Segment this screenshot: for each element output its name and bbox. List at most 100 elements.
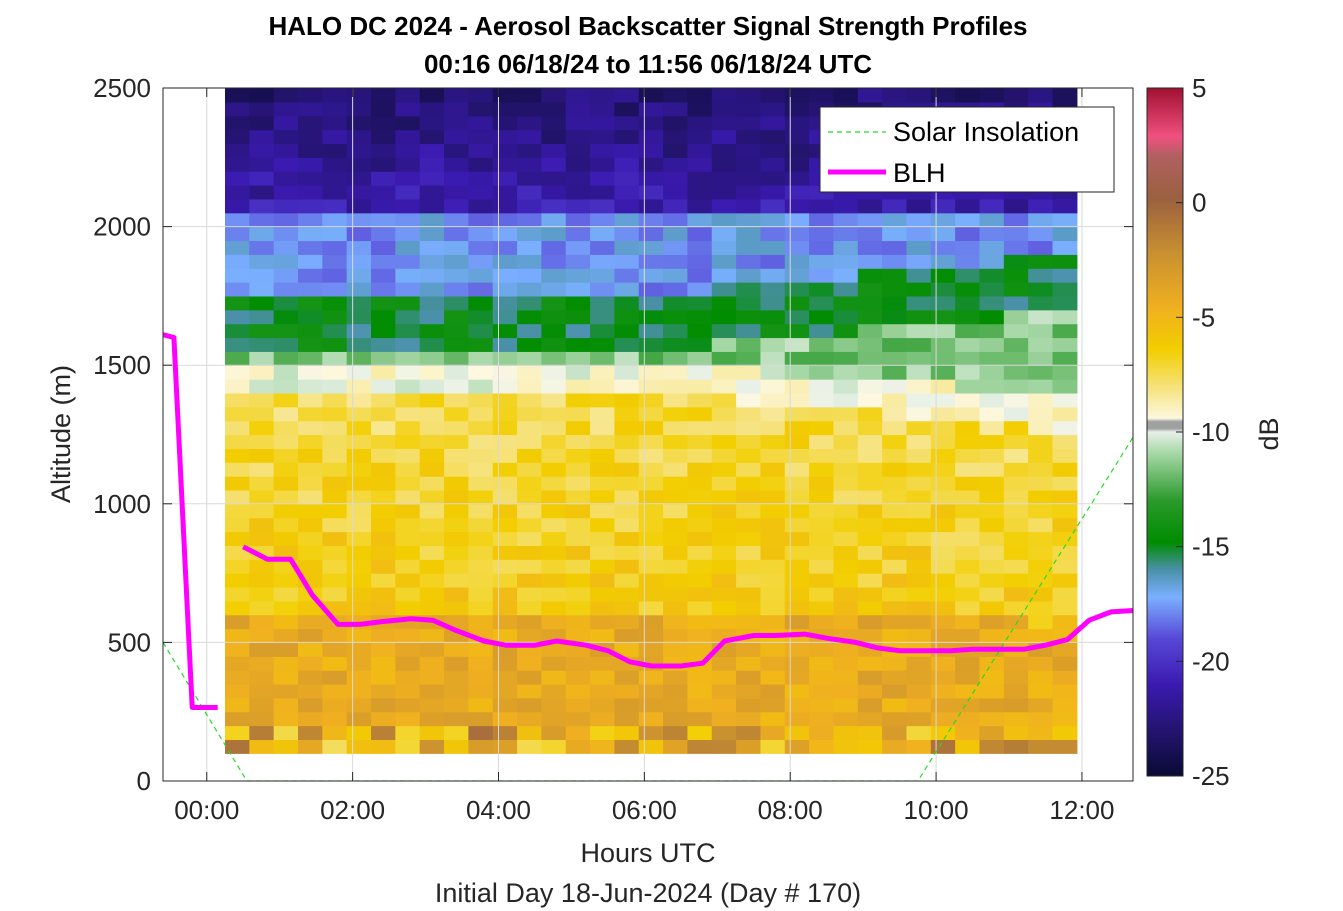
heatmap-cell — [565, 517, 591, 533]
heatmap-cell — [833, 531, 859, 546]
heatmap-cell — [760, 240, 786, 255]
heatmap-cell — [322, 489, 348, 505]
heatmap-cell — [809, 656, 835, 671]
heatmap-cell — [955, 476, 981, 491]
heatmap-cell — [906, 711, 932, 727]
heatmap-cell — [687, 573, 713, 588]
heatmap-cell — [857, 489, 883, 505]
heatmap-cell — [809, 434, 835, 449]
heatmap-cell — [955, 697, 981, 713]
heatmap-cell — [663, 129, 689, 145]
heatmap-cell — [565, 531, 591, 546]
heatmap-cell — [541, 489, 567, 505]
heatmap-cell — [711, 420, 737, 436]
heatmap-cell — [1028, 725, 1054, 741]
heatmap-cell — [955, 559, 981, 574]
heatmap-cell — [760, 420, 786, 436]
heatmap-cell — [760, 379, 786, 394]
heatmap-cell — [833, 503, 859, 519]
heatmap-cell — [760, 670, 786, 685]
heatmap-cell — [346, 739, 372, 754]
heatmap-cell — [736, 392, 762, 408]
heatmap-cell — [809, 739, 835, 754]
heatmap-cell — [711, 670, 737, 685]
heatmap-cell — [395, 489, 421, 505]
heatmap-cell — [273, 434, 299, 449]
heatmap-cell — [517, 711, 542, 727]
heatmap-cell — [444, 573, 469, 588]
heatmap-cell — [419, 323, 445, 339]
heatmap-cell — [444, 143, 469, 158]
heatmap-cell — [711, 282, 737, 297]
heatmap-cell — [711, 157, 737, 172]
heatmap-cell — [1003, 476, 1029, 491]
heatmap-cell — [663, 448, 689, 463]
heatmap-cell — [517, 282, 542, 297]
heatmap-cell — [857, 545, 883, 560]
heatmap-cell — [809, 476, 835, 491]
heatmap-cell — [298, 628, 323, 643]
heatmap-cell — [492, 240, 518, 255]
heatmap-cell — [1028, 614, 1054, 630]
heatmap-cell — [298, 476, 323, 491]
heatmap-cell — [760, 406, 786, 422]
heatmap-cell — [224, 614, 250, 630]
heatmap-cell — [663, 614, 689, 630]
heatmap-cell — [1003, 531, 1029, 546]
heatmap-cell — [711, 406, 737, 422]
heatmap-cell — [1003, 489, 1029, 505]
heatmap-cell — [979, 420, 1005, 436]
heatmap-cell — [565, 489, 591, 505]
heatmap-cell — [930, 88, 956, 103]
heatmap-cell — [468, 420, 494, 436]
heatmap-cell — [906, 683, 932, 699]
heatmap-cell — [565, 670, 591, 685]
heatmap-cell — [736, 198, 762, 214]
heatmap-cell — [687, 88, 713, 103]
heatmap-cell — [614, 365, 640, 380]
heatmap-cell — [784, 198, 810, 214]
heatmap-cell — [322, 185, 348, 200]
heatmap-cell — [930, 628, 956, 643]
heatmap-cell — [955, 517, 981, 533]
heatmap-cell — [346, 420, 372, 436]
heatmap-cell — [468, 697, 494, 713]
heatmap-cell — [492, 586, 518, 602]
heatmap-cell — [468, 157, 494, 172]
heatmap-cell — [784, 573, 810, 588]
heatmap-cell — [882, 226, 908, 242]
heatmap-cell — [517, 670, 542, 685]
heatmap-cell — [541, 711, 567, 727]
heatmap-cell — [249, 226, 275, 242]
heatmap-cell — [906, 697, 932, 713]
heatmap-cell — [930, 697, 956, 713]
heatmap-cell — [444, 309, 469, 325]
heatmap-cell — [249, 157, 275, 172]
heatmap-cell — [517, 268, 542, 283]
heatmap-cell — [760, 392, 786, 408]
heatmap-cell — [833, 448, 859, 463]
heatmap-cell — [249, 268, 275, 283]
heatmap-cell — [809, 573, 835, 588]
heatmap-cell — [298, 559, 323, 574]
heatmap-cell — [565, 157, 591, 172]
heatmap-cell — [395, 254, 421, 269]
heatmap-cell — [1003, 503, 1029, 519]
heatmap-cell — [906, 517, 932, 533]
heatmap-cell — [249, 725, 275, 741]
heatmap-cell — [906, 614, 932, 630]
heatmap-cell — [955, 254, 981, 269]
colorbar-tick-label: -5 — [1192, 302, 1215, 332]
heatmap-cell — [687, 614, 713, 630]
heatmap-cell — [224, 309, 250, 325]
heatmap-cell — [614, 379, 640, 394]
series-lines — [163, 332, 1133, 781]
heatmap-cell — [979, 739, 1005, 754]
heatmap-cell — [614, 171, 640, 186]
heatmap-cell — [492, 711, 518, 727]
heatmap-cell — [833, 683, 859, 699]
heatmap-cell — [930, 240, 956, 255]
heatmap-cell — [1028, 517, 1054, 533]
heatmap-cell — [857, 586, 883, 602]
heatmap-cell — [322, 739, 348, 754]
